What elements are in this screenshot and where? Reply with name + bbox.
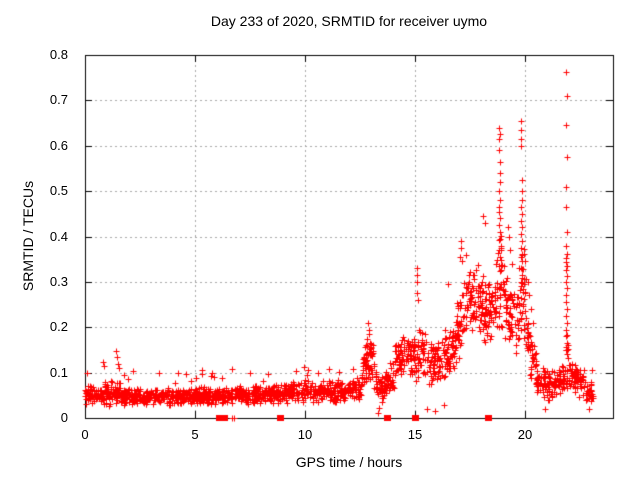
x-tick-label: 20 [517,427,533,442]
y-tick-label: 0.7 [49,92,68,108]
y-tick-label: 0.1 [49,364,68,380]
x-tick-label: 5 [191,427,199,442]
y-tick-label: 0.3 [49,273,68,289]
x-tick-label: 15 [407,427,423,442]
x-axis-label: GPS time / hours [295,454,403,470]
y-tick-label: 0.8 [49,47,68,62]
x-tick-label: 0 [81,427,89,442]
y-tick-label: 0.6 [49,137,68,153]
chart-title: Day 233 of 2020, SRMTID for receiver uym… [210,13,488,29]
y-tick-label: 0.2 [49,319,68,335]
y-tick-label: 0 [60,410,68,425]
x-tick-label: 10 [297,427,313,442]
y-tick-label: 0.5 [49,183,68,199]
y-tick-label: 0.4 [49,228,68,244]
